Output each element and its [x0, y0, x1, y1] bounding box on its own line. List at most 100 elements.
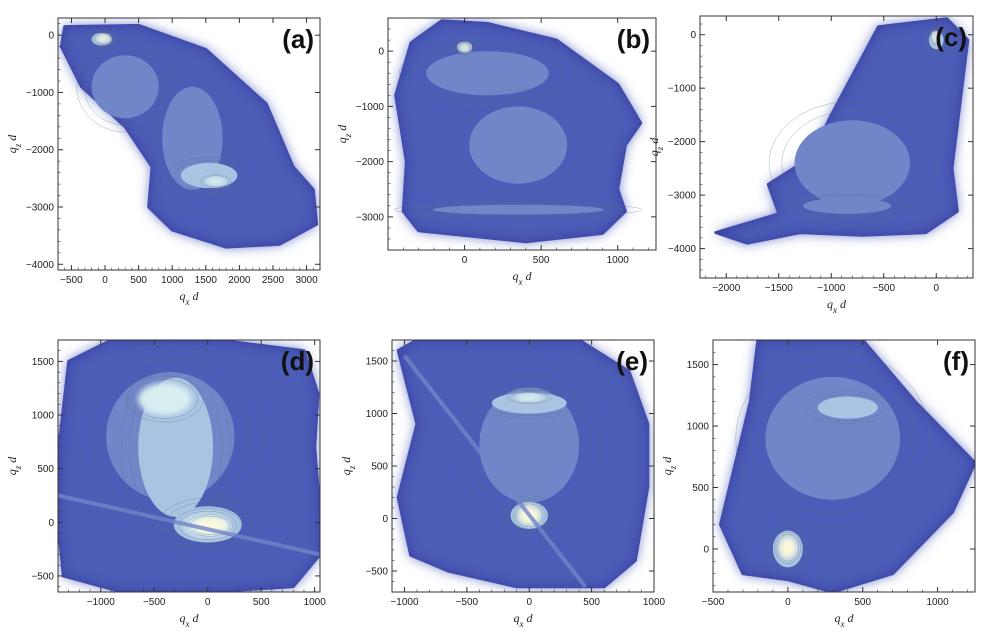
contour-line	[399, 41, 577, 106]
y-axis-label: qz d	[335, 124, 353, 144]
contour-line	[413, 203, 624, 216]
contour-line	[202, 175, 230, 188]
x-tick-label: 1000	[926, 597, 949, 608]
x-tick-label: 2000	[228, 275, 251, 286]
panel-label: (c)	[935, 22, 967, 52]
contour-line	[768, 101, 936, 225]
y-tick-label: −2000	[356, 157, 385, 168]
x-tick-label: −1000	[87, 597, 116, 608]
y-tick-label: 0	[378, 47, 384, 58]
contour-line	[930, 29, 940, 46]
contour-line	[94, 33, 112, 44]
density-peak	[794, 120, 910, 206]
contour-line	[453, 39, 476, 56]
x-tick-label: 2500	[262, 275, 285, 286]
y-tick-label: 1000	[687, 422, 710, 433]
contour-line	[412, 46, 563, 101]
x-tick-label: 1000	[643, 597, 666, 608]
contour-line	[89, 31, 115, 48]
y-tick-label: 0	[48, 518, 54, 529]
contour-line	[792, 195, 902, 216]
panel-label: (f)	[943, 346, 969, 376]
plot-frame	[387, 17, 657, 251]
y-tick-label: 0	[382, 514, 388, 525]
contour-line	[173, 508, 242, 543]
contour-line	[925, 26, 948, 54]
contour-line	[735, 349, 931, 528]
y-tick-label: 1000	[366, 409, 389, 420]
y-tick-label: −1000	[26, 88, 55, 99]
y-tick-label: −1000	[668, 84, 697, 95]
contour-line	[502, 495, 557, 536]
panel-label: (e)	[616, 346, 648, 376]
y-tick-label: 500	[692, 483, 709, 494]
x-tick-label: −500	[143, 597, 166, 608]
x-tick-label: 0	[102, 275, 108, 286]
panel-label: (a)	[282, 24, 314, 54]
plot-frame	[57, 339, 321, 593]
contour-line	[126, 375, 204, 423]
x-tick-label: 500	[130, 275, 147, 286]
panel-label: (b)	[617, 24, 650, 54]
contour-line	[168, 157, 251, 194]
x-axis-label: qx d	[835, 611, 855, 629]
density-peak	[96, 34, 110, 43]
x-tick-label: 500	[253, 597, 270, 608]
contour-line	[931, 30, 940, 45]
x-axis-label: qx d	[180, 611, 200, 629]
panel-f: −500 0 500 1000 0 500 1000 1500 qx d qz d (f)	[660, 339, 976, 629]
x-tick-label: −1000	[817, 283, 846, 294]
y-tick-label: 1500	[32, 357, 55, 368]
contour-line	[507, 391, 552, 405]
y-tick-label: 1500	[687, 360, 710, 371]
x-tick-label: 0	[933, 283, 939, 294]
y-tick-label: −1000	[356, 102, 385, 113]
x-tick-label: 500	[533, 255, 550, 266]
contour-line	[810, 393, 885, 422]
density-peak	[432, 204, 604, 215]
x-axis-label: qx d	[513, 269, 533, 287]
plot-frame	[699, 15, 974, 279]
contour-line	[458, 97, 579, 193]
y-axis-label: qz d	[660, 456, 678, 476]
y-axis-label: qz d	[647, 137, 665, 157]
y-tick-label: 1000	[32, 411, 55, 422]
contour-line	[783, 194, 911, 218]
x-tick-label: 0	[205, 597, 211, 608]
x-tick-label: −500	[456, 597, 479, 608]
contour-line	[155, 75, 230, 202]
contour-line	[165, 501, 250, 547]
contour-line	[766, 522, 810, 576]
x-tick-label: −1500	[765, 283, 794, 294]
contour-line	[158, 497, 258, 551]
contour-line	[750, 363, 916, 514]
contour-line	[76, 41, 174, 133]
density-peak	[778, 536, 797, 559]
contour-line	[454, 40, 475, 55]
contour-line	[394, 202, 642, 218]
x-tick-label: 1000	[304, 597, 327, 608]
x-tick-label: 1000	[607, 255, 630, 266]
x-tick-label: 0	[526, 597, 532, 608]
contour-line	[515, 503, 544, 528]
x-tick-label: −2000	[712, 283, 741, 294]
y-tick-label: −2000	[26, 145, 55, 156]
contour-line	[83, 48, 167, 126]
panel-b: 0 500 1000 −3000 −2000 −1000 0 qx d qz d (b)	[335, 17, 657, 287]
contour-line	[121, 346, 230, 548]
contour-line	[776, 533, 800, 562]
y-tick-label: −500	[365, 567, 388, 578]
x-tick-label: 0	[462, 255, 468, 266]
y-tick-label: −2000	[668, 137, 697, 148]
y-tick-label: 0	[703, 544, 709, 555]
contour-line	[510, 392, 548, 404]
contour-line	[447, 89, 589, 201]
contour-line	[927, 28, 946, 52]
contour-line	[93, 32, 113, 45]
y-tick-label: 0	[690, 30, 696, 41]
y-tick-label: 500	[37, 464, 54, 475]
y-tick-label: 500	[371, 462, 388, 473]
panel-label: (d)	[281, 346, 314, 376]
contour-line	[769, 526, 807, 572]
